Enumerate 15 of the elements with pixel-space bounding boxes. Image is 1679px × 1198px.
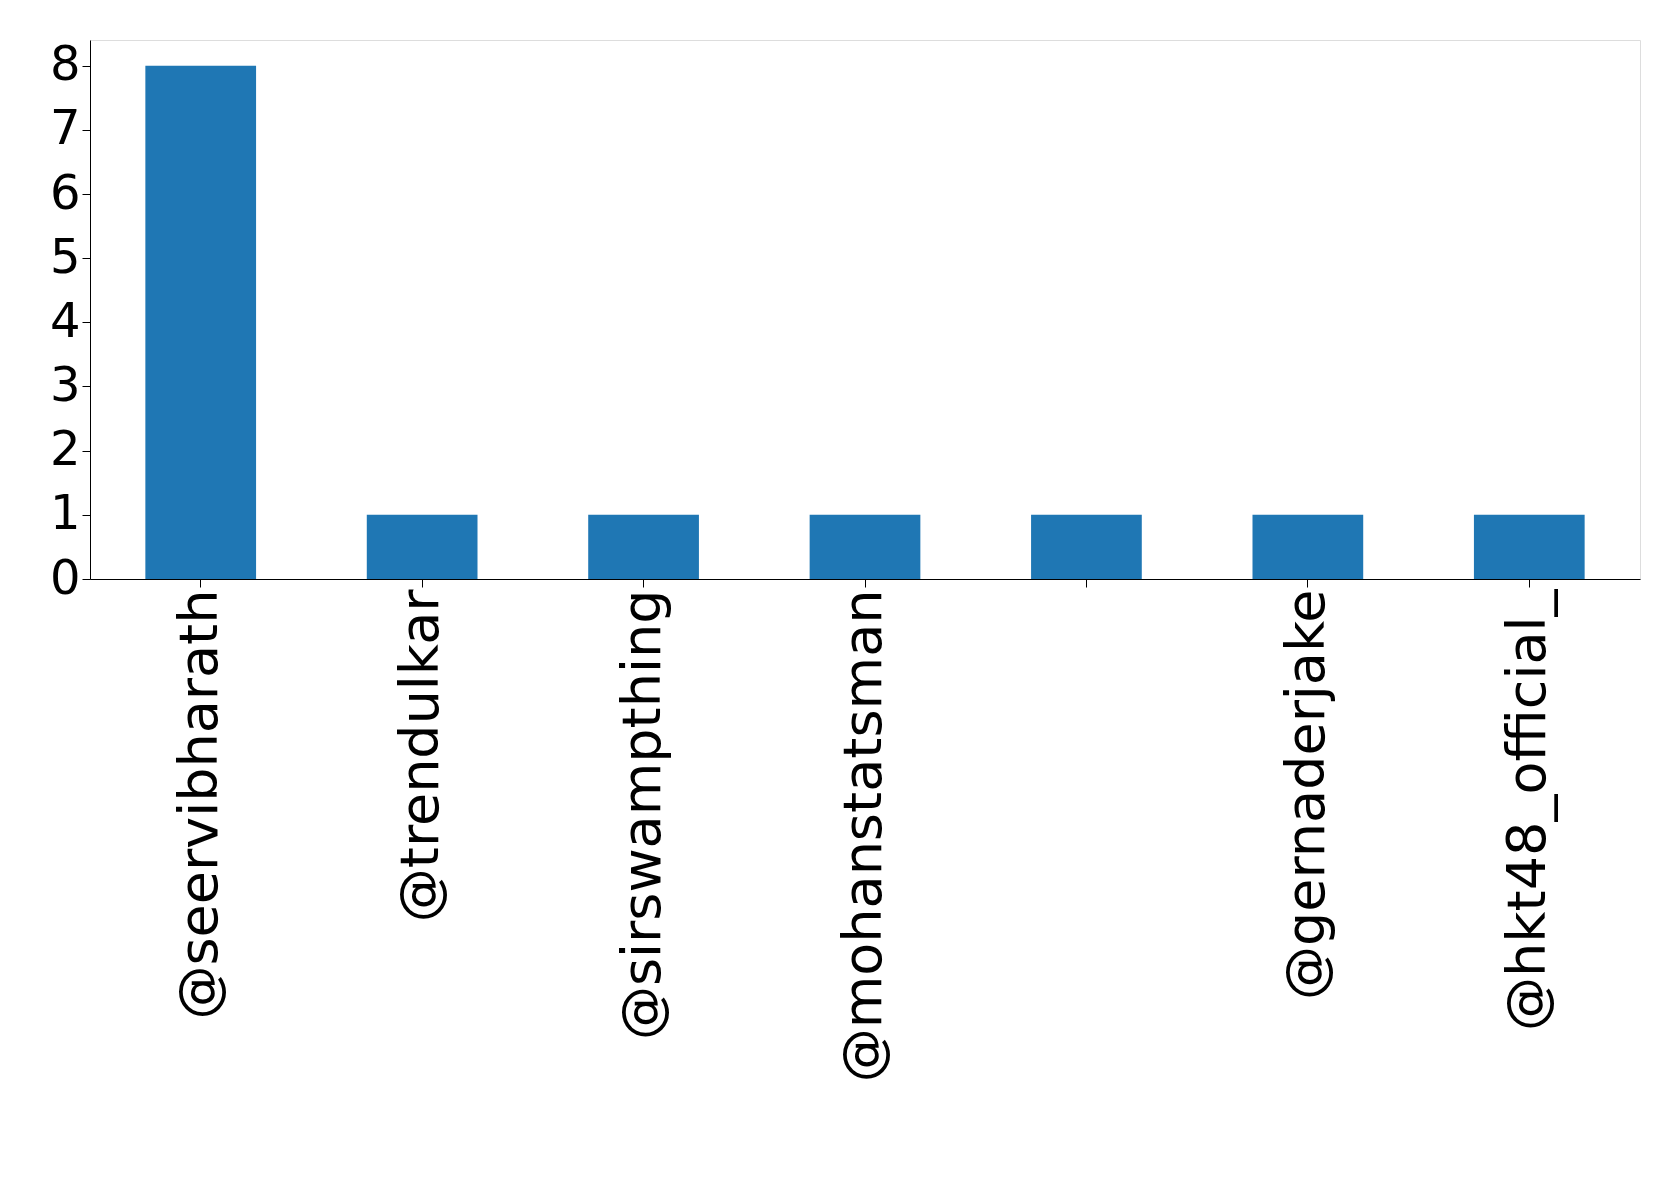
x-tick-label: @sirswampthing — [609, 589, 673, 1041]
y-tick-label: 4 — [49, 291, 81, 348]
y-tick-label: 6 — [49, 163, 81, 220]
y-tick-label: 5 — [49, 227, 81, 284]
y-tick-label: 1 — [49, 484, 81, 541]
y-tick-label: 8 — [49, 35, 81, 92]
y-tick-label: 7 — [49, 99, 81, 156]
y-tick-label: 2 — [49, 420, 81, 477]
x-tick-label: @trendulkar — [388, 588, 452, 923]
x-tick-label: @seervibharath — [166, 589, 230, 1020]
y-tick-label: 3 — [49, 356, 81, 412]
y-tick-label: 0 — [49, 548, 81, 605]
x-tick-label: @mohanstatsman — [831, 589, 894, 1083]
x-tick-label: @gernaderjake — [1273, 589, 1337, 1000]
x-tick-label: @hkt48_official_ — [1495, 588, 1559, 1031]
